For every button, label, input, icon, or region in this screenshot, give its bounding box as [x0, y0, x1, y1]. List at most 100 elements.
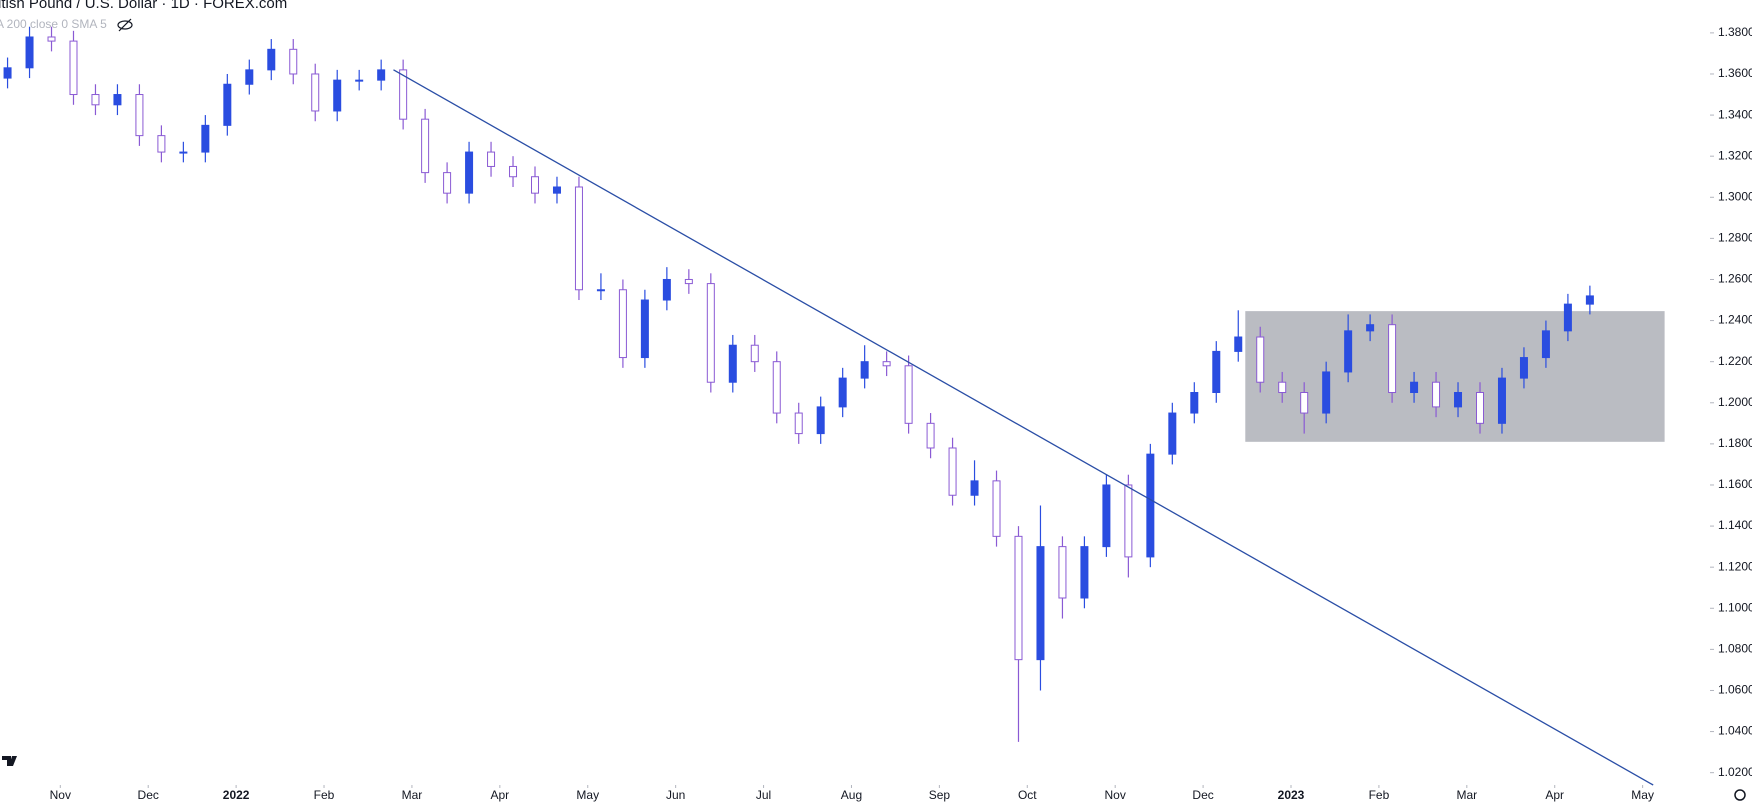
candle-body [662, 278, 671, 301]
candle-body [377, 69, 386, 81]
candle-body [1585, 295, 1594, 305]
candle-body [574, 186, 583, 291]
x-tick-label: 2022 [223, 788, 250, 802]
candle-body [1388, 324, 1397, 393]
tv-logo[interactable] [2, 756, 17, 766]
y-tick-label: 1.0200 [1718, 765, 1752, 779]
candle-body [135, 94, 144, 137]
candle-body [509, 165, 518, 178]
candle-body [1124, 484, 1133, 558]
y-tick-label: 1.0600 [1718, 683, 1752, 697]
candle-body [223, 83, 232, 126]
candle-body [113, 94, 122, 106]
candle-body [596, 289, 605, 292]
y-tick-label: 1.3000 [1718, 189, 1752, 203]
candle-body [904, 365, 913, 424]
x-tick-label: Feb [314, 788, 335, 802]
candle-body [69, 40, 78, 96]
candle-body [311, 73, 320, 112]
x-tick-label: 2023 [1278, 788, 1305, 802]
candle-body [1278, 381, 1287, 393]
candle-body [443, 172, 452, 194]
x-tick-label: Dec [138, 788, 159, 802]
trendline [393, 69, 1654, 786]
candle-body [1322, 371, 1331, 414]
x-tick-label: Sep [929, 788, 951, 802]
y-tick-label: 1.2400 [1718, 313, 1752, 327]
x-tick-label: Feb [1369, 788, 1390, 802]
candle-body [1102, 484, 1111, 548]
candle-body [552, 186, 561, 194]
y-tick-label: 1.1400 [1718, 518, 1752, 532]
candle-body [640, 299, 649, 359]
y-tick-label: 1.1200 [1718, 559, 1752, 573]
candle-body [1014, 535, 1023, 661]
candle-body [970, 480, 979, 496]
chart-title: itish Pound / U.S. Dollar · 1D · FOREX.c… [0, 0, 287, 12]
candle-body [1432, 381, 1441, 408]
x-tick-label: Mar [1456, 788, 1477, 802]
candle-body [816, 406, 825, 435]
candle-body [882, 361, 891, 367]
y-tick-label: 1.3800 [1718, 25, 1752, 39]
candle-body [245, 69, 254, 85]
y-tick-label: 1.3400 [1718, 107, 1752, 121]
candle-body [1080, 546, 1089, 599]
candle-body [1234, 336, 1243, 352]
y-tick-label: 1.3600 [1718, 66, 1752, 80]
candle-body [684, 278, 693, 285]
candle-body [1366, 324, 1375, 332]
candle-body [267, 48, 276, 71]
candle-body [1519, 357, 1528, 379]
gear [1734, 789, 1746, 801]
y-tick-label: 1.2000 [1718, 395, 1752, 409]
indicator-label: A 200 close 0 SMA 5 [0, 17, 107, 31]
logo-shape [2, 756, 17, 766]
candle-body [1168, 412, 1177, 455]
y-tick-label: 1.0800 [1718, 642, 1752, 656]
x-tick-label: Dec [1192, 788, 1213, 802]
x-tick-label: Aug [841, 788, 862, 802]
eye-shape [117, 20, 133, 30]
candle-body [1454, 392, 1463, 408]
candle-body [179, 151, 188, 154]
x-tick-label: Jun [666, 788, 685, 802]
candles [3, 26, 1594, 742]
candle-body [794, 412, 803, 435]
candle-body [289, 48, 298, 75]
y-tick-label: 1.3200 [1718, 148, 1752, 162]
candle-body [926, 422, 935, 449]
candle-body [728, 344, 737, 383]
y-tick-label: 1.1600 [1718, 477, 1752, 491]
x-tick-label: Mar [402, 788, 423, 802]
x-tick-label: Oct [1018, 788, 1037, 802]
candle-body [333, 79, 342, 112]
x-tick-label: Apr [490, 788, 509, 802]
candle-body [91, 94, 100, 106]
candle-body [1058, 546, 1067, 599]
candle-body [201, 124, 210, 153]
y-tick-label: 1.2200 [1718, 354, 1752, 368]
candle-body [1190, 392, 1199, 414]
candle-body [3, 67, 12, 79]
candle-body [1256, 336, 1265, 383]
candle-body [421, 118, 430, 174]
settings-icon[interactable] [1734, 789, 1746, 801]
visibility-icon[interactable] [117, 18, 133, 32]
candle-body [465, 151, 474, 194]
y-tick-label: 1.2600 [1718, 272, 1752, 286]
candle-body [1563, 303, 1572, 332]
candle-body [1541, 330, 1550, 359]
eye-slash [118, 18, 132, 32]
y-tick-label: 1.1800 [1718, 436, 1752, 450]
x-tick-label: Nov [1105, 788, 1126, 802]
candle-body [1036, 546, 1045, 661]
candle-body [47, 36, 56, 42]
candle-body [750, 344, 759, 363]
y-tick-label: 1.2800 [1718, 231, 1752, 245]
candle-body [992, 480, 1001, 537]
candle-body [1146, 453, 1155, 558]
candle-body [1497, 377, 1506, 424]
x-tick-label: Jul [756, 788, 771, 802]
